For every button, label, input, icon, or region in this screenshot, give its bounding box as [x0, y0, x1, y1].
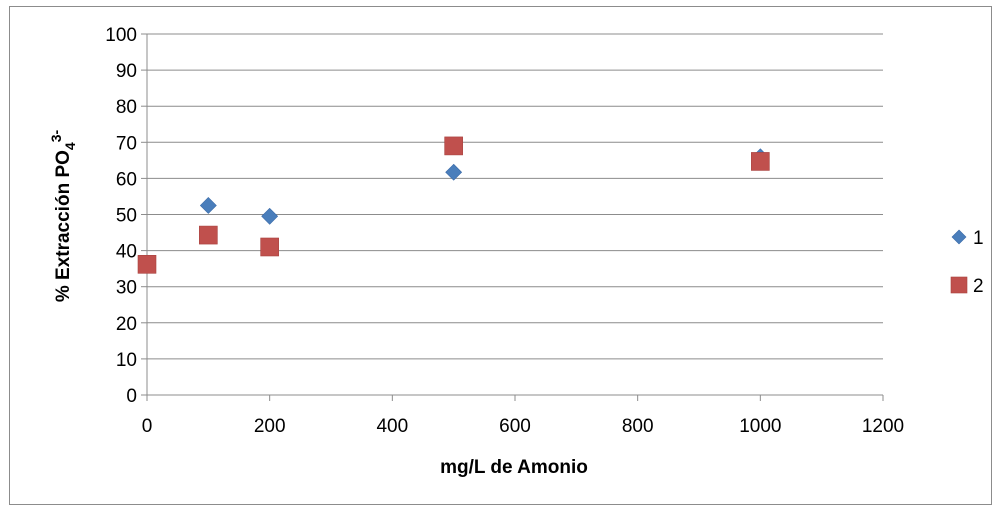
y-tick-label: 100: [105, 25, 137, 46]
y-tick-label: 90: [116, 61, 137, 82]
series-2-point: [260, 237, 279, 257]
x-tick-label: 600: [499, 416, 531, 437]
y-tick-label: 70: [116, 133, 137, 154]
y-tick-label: 80: [116, 97, 137, 118]
x-tick-label: 800: [622, 416, 654, 437]
legend-label-2: 2: [973, 276, 984, 297]
legend-label-1: 1: [973, 228, 984, 249]
y-axis-title-sub: 4: [62, 142, 78, 150]
legend-marker-1: [951, 229, 967, 245]
x-tick-label: 1000: [739, 416, 781, 437]
y-tick-label: 50: [116, 206, 137, 227]
x-tick-label: 0: [142, 416, 153, 437]
series-1-point: [199, 197, 217, 214]
y-axis-title-main: % Extracción PO: [53, 150, 74, 302]
y-tick-label: 10: [116, 350, 137, 371]
x-tick-label: 400: [376, 416, 408, 437]
legend: 12: [950, 228, 984, 297]
y-tick-label: 40: [116, 242, 137, 263]
y-axis-title: % Extracción PO43-: [48, 130, 78, 303]
x-tick-label: 1200: [862, 416, 904, 437]
series-1-point: [445, 163, 463, 181]
series-2-point: [199, 225, 218, 245]
series-2-point: [137, 255, 157, 274]
x-axis-title: mg/L de Amonio: [440, 457, 588, 478]
data-points: [137, 136, 770, 274]
x-axis-ticks: 0 200 400 600 800 1000 1200: [142, 395, 904, 437]
series-2-point: [751, 152, 770, 171]
y-tick-label: 20: [116, 314, 137, 335]
x-tick-label: 200: [254, 416, 286, 437]
series-2-point: [444, 136, 463, 156]
y-tick-label: 60: [116, 169, 137, 190]
y-tick-label: 30: [116, 278, 137, 299]
legend-marker-2: [950, 276, 968, 294]
series-1-point: [261, 207, 279, 225]
y-axis-title-sup: 3-: [48, 130, 64, 143]
grid-lines: [147, 33, 883, 360]
y-tick-label: 0: [126, 386, 137, 407]
chart-area: [9, 6, 992, 505]
y-axis-ticks: 0 10 20 30 40 50 60 70 80 90 100: [105, 25, 147, 407]
